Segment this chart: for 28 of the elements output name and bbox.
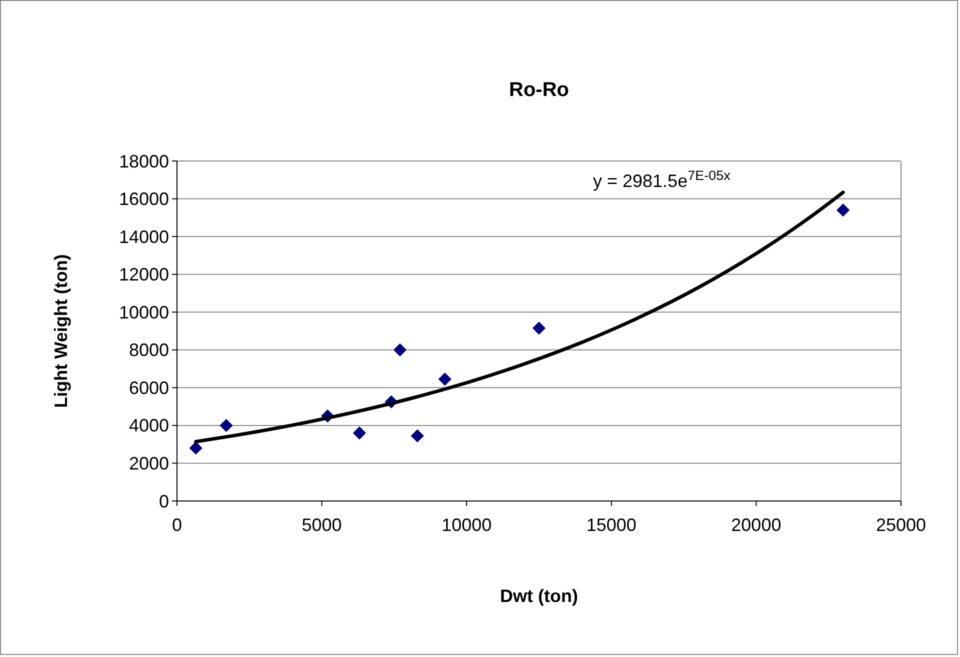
- x-tick-label: 15000: [586, 515, 636, 535]
- x-tick-label: 5000: [302, 515, 342, 535]
- point: [532, 322, 546, 335]
- y-tick-label: 12000: [118, 264, 169, 285]
- chart-title: Ro-Ro: [509, 79, 569, 101]
- y-axis-title: Light Weight (ton): [51, 254, 71, 408]
- y-tick-label: 14000: [118, 226, 169, 247]
- y-tick-label: 8000: [128, 340, 169, 360]
- y-tick-label: 18000: [118, 151, 169, 172]
- x-tick-label: 20000: [731, 515, 782, 535]
- point: [220, 418, 233, 432]
- y-tick-label: 6000: [128, 378, 169, 398]
- y-tick-label: 4000: [128, 416, 169, 436]
- y-tick-label: 2000: [128, 454, 169, 474]
- x-tick-label: 10000: [442, 515, 492, 535]
- x-axis-title: Dwt (ton): [500, 586, 578, 606]
- annotation: y = 2981.5e$^{7E-05x}$: [593, 168, 731, 191]
- point: [438, 372, 452, 386]
- x-tick-label: 0: [172, 515, 182, 535]
- y-tick-label: 16000: [118, 189, 169, 210]
- point: [393, 343, 407, 356]
- point: [189, 442, 202, 455]
- point: [836, 204, 850, 217]
- y-tick-label: 10000: [118, 302, 169, 322]
- point: [410, 429, 424, 442]
- x-tick-label: 25000: [876, 515, 926, 535]
- point: [352, 426, 366, 440]
- y-tick-label: 0: [158, 491, 169, 512]
